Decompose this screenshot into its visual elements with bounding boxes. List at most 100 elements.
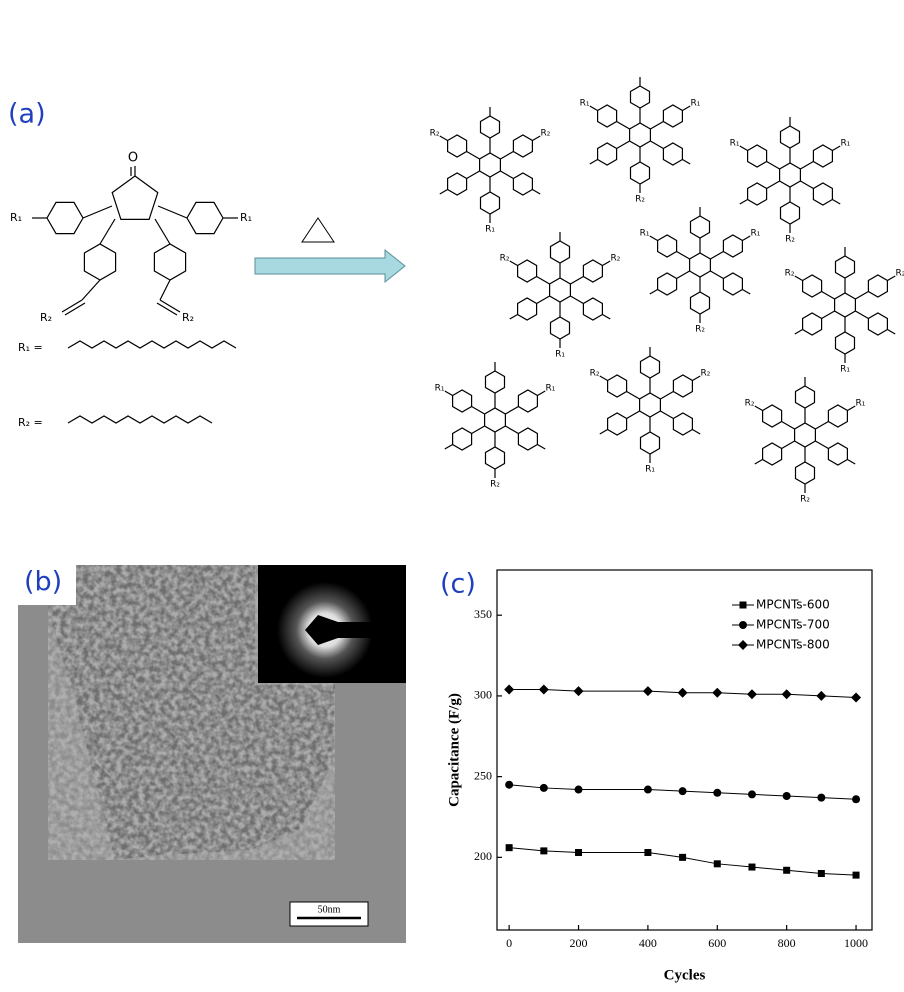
bond: [795, 276, 803, 281]
ring: [448, 173, 467, 195]
bond: [650, 122, 663, 130]
x-tick-label: 200: [570, 936, 588, 950]
bond: [83, 206, 112, 218]
substituent-label: R₂: [610, 254, 620, 264]
substituent-label: R₂: [490, 480, 500, 490]
bond: [650, 236, 658, 241]
ring: [868, 275, 887, 297]
marker: [575, 849, 582, 856]
bond: [570, 277, 583, 285]
bond: [847, 406, 855, 411]
substituent-label: R₁: [435, 384, 445, 394]
bond: [815, 441, 828, 449]
bond: [795, 330, 803, 335]
ring: [836, 332, 855, 354]
bond: [472, 426, 485, 434]
ring: [836, 256, 855, 278]
ring: [550, 278, 571, 302]
substituent-label: R₁: [645, 465, 655, 475]
bond: [710, 252, 723, 260]
y-tick-label: 300: [474, 688, 492, 702]
ring: [803, 275, 822, 297]
ring: [608, 413, 627, 435]
ring: [453, 428, 472, 450]
substituent-label: R₂: [785, 235, 795, 245]
marker: [679, 787, 687, 795]
legend-label: MPCNTs-800: [756, 638, 830, 652]
substituent-label: R₁: [580, 99, 590, 109]
bond: [537, 445, 545, 450]
ring: [868, 313, 887, 335]
bond: [590, 106, 598, 111]
network: R₂R₁R₂R₁R₂R₁R₁R₂R₁R₂R₁R₂R₁R₂R₁R₂R₁R₂R₁R₂…: [430, 77, 904, 505]
ring: [481, 192, 500, 214]
bond: [660, 392, 673, 400]
substituent-label: R₁: [750, 229, 760, 239]
bond: [445, 391, 453, 396]
ring: [781, 202, 800, 224]
substituent-label: R₁: [840, 365, 850, 375]
marker: [712, 688, 722, 698]
atom-label: R₁: [240, 211, 252, 224]
heat-symbol: [302, 218, 334, 242]
legend-label: MPCNTs-700: [756, 618, 830, 632]
atom-label: R₂: [40, 311, 52, 324]
marker: [714, 860, 721, 867]
bond: [832, 146, 840, 151]
y-tick-label: 200: [474, 849, 492, 863]
bond: [832, 200, 840, 205]
bond: [677, 252, 690, 260]
bond: [155, 219, 170, 244]
ring: [583, 298, 602, 320]
substituent-label: R₁: [730, 139, 740, 149]
bond: [82, 280, 100, 300]
ring: [658, 235, 677, 257]
bond: [822, 292, 835, 300]
ring: [803, 313, 822, 335]
ring: [551, 317, 570, 339]
bond: [532, 190, 540, 195]
marker: [818, 870, 825, 877]
bond: [822, 311, 835, 319]
substituent-label: R₁: [545, 384, 555, 394]
substituent-label: R₂: [895, 269, 904, 279]
substituent-label: R₁: [690, 99, 700, 109]
marker: [817, 794, 825, 802]
alkyl-chain: [68, 341, 236, 348]
marker: [853, 872, 860, 879]
bond: [510, 315, 518, 320]
bond: [627, 411, 640, 419]
ring: [518, 260, 537, 282]
ring: [835, 293, 856, 317]
marker: [713, 789, 721, 797]
substituent-label: R₁: [855, 399, 865, 409]
bond: [500, 152, 513, 160]
bond: [755, 460, 763, 465]
series-line: [509, 848, 856, 875]
bond: [510, 261, 518, 266]
marker: [539, 684, 549, 694]
ring: [480, 153, 501, 177]
ring: [112, 176, 158, 219]
bond: [682, 160, 690, 165]
ring: [481, 116, 500, 138]
ring: [518, 298, 537, 320]
marker: [679, 854, 686, 861]
ring: [813, 145, 832, 167]
bond: [682, 106, 690, 111]
marker: [783, 867, 790, 874]
bond: [660, 411, 673, 419]
ring: [154, 244, 185, 280]
ring: [690, 253, 711, 277]
ring: [598, 105, 617, 127]
bond: [740, 146, 748, 151]
ring: [551, 241, 570, 263]
substituent-label: R₂: [785, 269, 795, 279]
marker: [748, 864, 755, 871]
marker: [738, 640, 748, 650]
bond: [627, 392, 640, 400]
marker: [747, 689, 757, 699]
substituent-label: R₂: [430, 129, 440, 139]
ring: [673, 413, 692, 435]
